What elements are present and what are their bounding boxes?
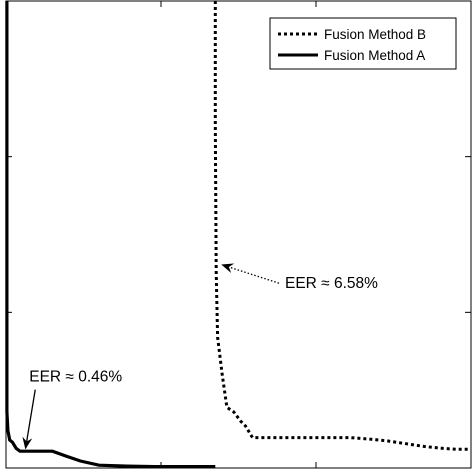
annotation-layer: EER ≈ 6.58% EER ≈ 0.46% [22,263,378,450]
annotation-label-1: EER ≈ 0.46% [29,369,122,386]
legend: Fusion Method B Fusion Method A [269,17,457,70]
series-line-fusion-method-b [213,1,471,451]
annotation-label-0: EER ≈ 6.58% [285,275,378,292]
legend-label-0: Fusion Method B [324,27,426,42]
annotation-arrow-0 [221,263,280,284]
series-layer [5,1,471,469]
legend-label-1: Fusion Method A [324,48,425,63]
plot-axes [5,0,472,469]
legend-box [269,17,457,70]
series-line-fusion-method-a [5,1,216,469]
plot-frame [5,0,472,469]
annotation-arrow-1 [22,389,36,450]
